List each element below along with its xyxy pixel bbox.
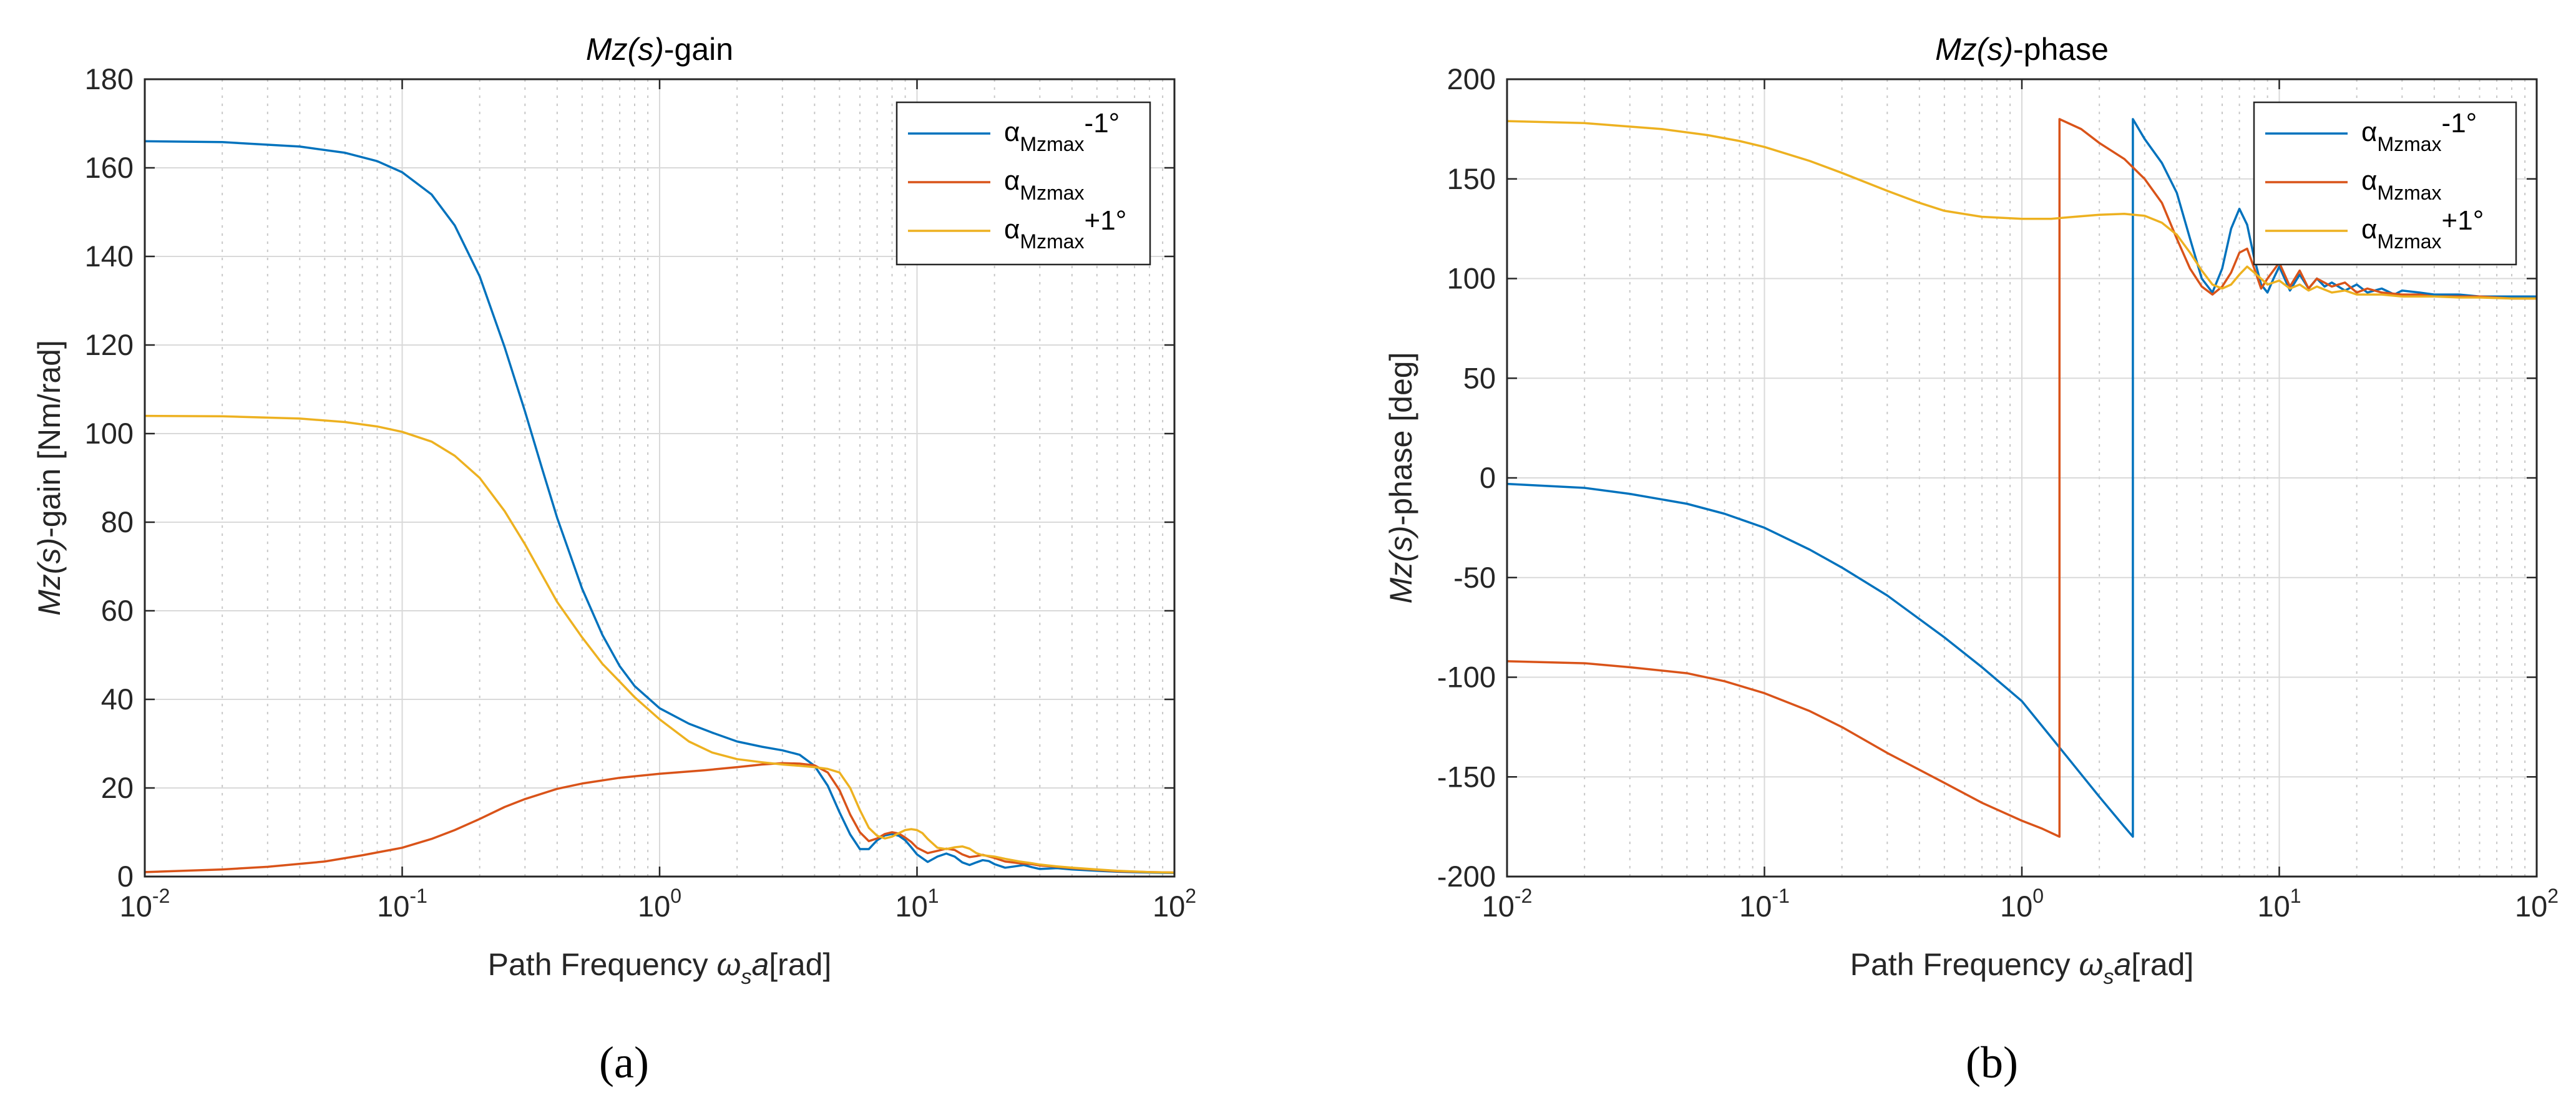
x-tick-label: 102 bbox=[2515, 885, 2559, 923]
y-axis-label: Mz(s)-phase [deg] bbox=[1383, 352, 1418, 604]
y-tick-label: 120 bbox=[85, 328, 134, 361]
x-axis-label: Path Frequency ωsa[rad] bbox=[488, 947, 832, 989]
y-tick-label: 100 bbox=[1447, 262, 1496, 295]
y-tick-label: 60 bbox=[101, 594, 134, 627]
y-tick-label: 0 bbox=[117, 860, 134, 893]
tick-labels: 10-2 10-1 100 101 102 0 20 40 60 80 100 120 140 160 18… bbox=[85, 62, 1196, 923]
x-tick-label: 102 bbox=[1153, 885, 1196, 923]
series-line-3 bbox=[1506, 120, 2537, 300]
y-tick-label: 80 bbox=[101, 505, 134, 538]
legend-label: αMzmax-1° bbox=[2361, 108, 2477, 155]
legend-label: αMzmax bbox=[2361, 165, 2442, 204]
y-tick-label: 200 bbox=[1447, 62, 1496, 95]
y-tick-label: 40 bbox=[101, 683, 134, 716]
gain-chart: 10-2 10-1 100 101 102 0 20 40 60 80 100 120 140 160 18… bbox=[32, 32, 1196, 989]
series-line-3 bbox=[144, 414, 1175, 874]
y-tick-label: -150 bbox=[1437, 760, 1496, 793]
chart-title: Mz(s)-gain bbox=[586, 32, 733, 67]
legend-label: αMzmax-1° bbox=[1004, 108, 1120, 155]
phase-chart: 10-2 10-1 100 101 102 -200 -150 -100 -50 0 50 100 15… bbox=[1383, 32, 2559, 989]
y-tick-label: 140 bbox=[85, 240, 134, 273]
x-tick-label: 10-1 bbox=[377, 885, 427, 923]
x-tick-label: 101 bbox=[2257, 885, 2301, 923]
y-axis-label: Mz(s)-gain [Nm/rad] bbox=[32, 340, 67, 616]
y-tick-label: 100 bbox=[85, 417, 134, 450]
legend-label: αMzmax+1° bbox=[2361, 205, 2484, 253]
x-tick-label: 10-2 bbox=[120, 885, 170, 923]
y-tick-label: 50 bbox=[1463, 361, 1496, 394]
x-tick-label: 100 bbox=[638, 885, 681, 923]
tick-labels: 10-2 10-1 100 101 102 -200 -150 -100 -50 0 50 100 15… bbox=[1437, 62, 2559, 923]
legend-label: αMzmax+1° bbox=[1004, 205, 1126, 253]
y-tick-label: -200 bbox=[1437, 860, 1496, 893]
y-tick-label: 180 bbox=[85, 62, 134, 95]
subcaption-a: (a) bbox=[599, 1038, 649, 1087]
x-tick-label: 101 bbox=[895, 885, 939, 923]
x-tick-label: 10-1 bbox=[1739, 885, 1790, 923]
plot-lines bbox=[144, 140, 1175, 875]
x-axis-label: Path Frequency ωsa[rad] bbox=[1850, 947, 2194, 989]
series-line-1 bbox=[144, 140, 1175, 875]
chart-title: Mz(s)-phase bbox=[1935, 32, 2109, 67]
legend-box bbox=[895, 101, 1151, 266]
plot-lines bbox=[1506, 118, 2537, 838]
y-tick-label: 160 bbox=[85, 151, 134, 184]
series-line-2 bbox=[1506, 118, 2537, 838]
y-tick-label: -100 bbox=[1437, 661, 1496, 694]
y-tick-label: 0 bbox=[1480, 461, 1496, 494]
series-line-2 bbox=[144, 762, 1175, 874]
x-tick-label: 100 bbox=[2000, 885, 2044, 923]
legend-box bbox=[2253, 101, 2517, 266]
series-line-1 bbox=[1506, 118, 2537, 838]
y-tick-label: -50 bbox=[1453, 561, 1496, 594]
x-tick-label: 10-2 bbox=[1482, 885, 1533, 923]
subcaption-b: (b) bbox=[1966, 1038, 2018, 1087]
y-tick-label: 150 bbox=[1447, 162, 1496, 195]
legend-label: αMzmax bbox=[1004, 165, 1085, 204]
y-tick-label: 20 bbox=[101, 771, 134, 804]
